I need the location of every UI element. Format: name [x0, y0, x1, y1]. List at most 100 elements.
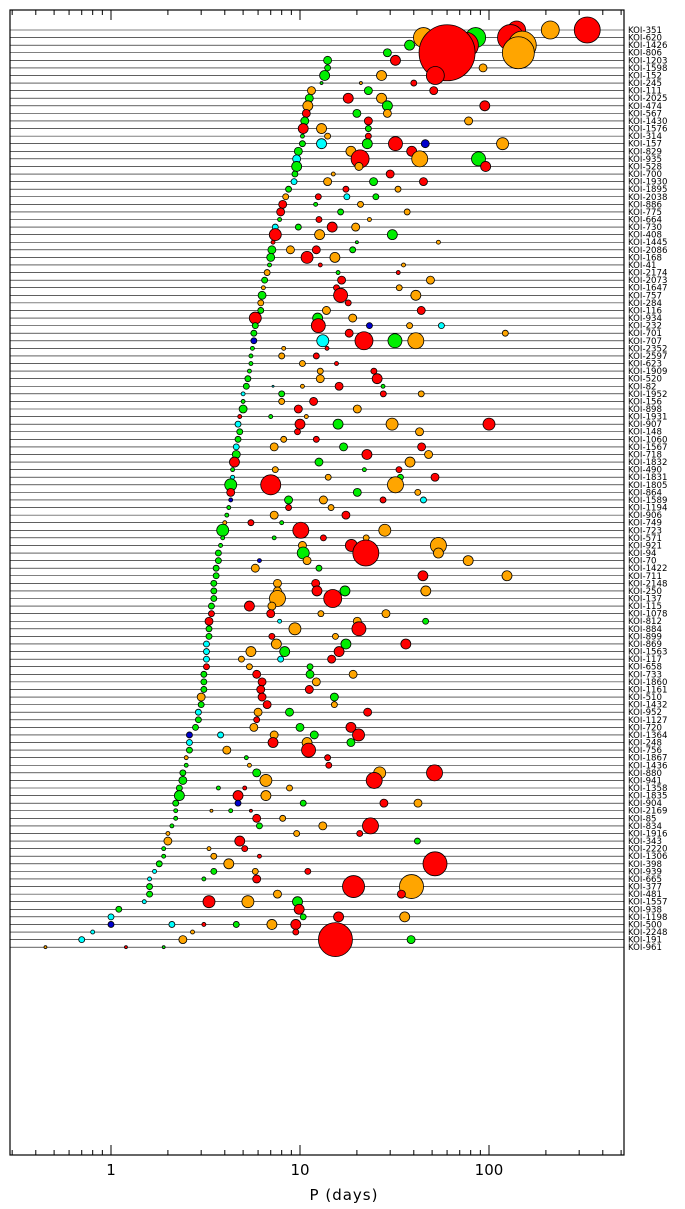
planet-point	[257, 692, 267, 702]
planet-point	[309, 730, 319, 740]
koi-label: KOI-1832	[628, 458, 667, 468]
planet-point	[379, 798, 389, 808]
koi-label: KOI-718	[628, 450, 662, 460]
planet-point	[293, 830, 301, 837]
planet-point	[197, 701, 205, 709]
koi-label: KOI-921	[628, 541, 662, 551]
planet-point	[417, 390, 425, 398]
planet-point	[395, 284, 403, 292]
planet-point	[496, 137, 509, 151]
koi-label: KOI-775	[628, 208, 662, 218]
planet-point	[268, 633, 276, 640]
koi-label: KOI-567	[628, 109, 662, 119]
planet-point	[216, 523, 230, 537]
planet-point	[248, 361, 254, 366]
planet-point	[212, 564, 220, 572]
planet-point	[323, 55, 333, 65]
planet-point	[318, 821, 328, 831]
planet-point	[378, 523, 392, 537]
planet-point	[293, 146, 303, 156]
planet-point	[314, 193, 322, 201]
planet-point	[414, 488, 422, 496]
planet-point	[420, 496, 427, 504]
koi-label: KOI-1557	[628, 898, 667, 908]
planet-point	[222, 745, 232, 755]
koi-label: KOI-1127	[628, 716, 667, 726]
planet-point	[236, 428, 244, 436]
koi-label: KOI-250	[628, 587, 662, 597]
planet-point	[241, 845, 249, 853]
planet-point	[234, 435, 242, 443]
planet-point	[404, 456, 416, 468]
planet-point	[285, 504, 292, 511]
planet-point	[294, 418, 306, 430]
koi-label: KOI-665	[628, 875, 662, 885]
planet-point	[226, 505, 232, 510]
planet-point	[285, 707, 294, 717]
planet-point	[382, 48, 392, 58]
planet-point	[246, 663, 253, 671]
x-tick-label: 10	[290, 1161, 309, 1179]
planet-point	[257, 677, 267, 687]
planet-point	[232, 443, 240, 451]
planet-point	[284, 495, 293, 505]
planet-point	[250, 329, 258, 337]
koi-label: KOI-934	[628, 314, 662, 324]
koi-label: KOI-961	[628, 943, 662, 953]
planet-point	[401, 262, 406, 268]
koi-label: KOI-117	[628, 655, 662, 665]
planet-point	[278, 199, 288, 209]
planet-point	[169, 823, 175, 829]
koi-label: KOI-1432	[628, 701, 667, 711]
planet-point	[410, 79, 418, 87]
planet-point	[252, 768, 262, 778]
planet-point	[354, 162, 364, 171]
koi-label: KOI-168	[628, 253, 662, 263]
koi-label: KOI-941	[628, 776, 662, 786]
planet-point	[249, 722, 259, 732]
planet-point	[214, 549, 222, 557]
planet-point	[217, 731, 224, 739]
koi-label: KOI-2025	[628, 94, 667, 104]
planet-point	[141, 899, 147, 905]
planet-point	[234, 799, 242, 807]
koi-label: KOI-82	[628, 382, 657, 392]
planet-point	[210, 867, 218, 875]
planet-point	[268, 228, 282, 242]
planet-point	[376, 70, 387, 81]
planet-point	[280, 435, 288, 443]
planet-point	[316, 123, 327, 134]
koi-label: KOI-500	[628, 920, 662, 930]
koi-label: KOI-314	[628, 132, 662, 142]
koi-label: KOI-1078	[628, 610, 667, 620]
planet-point	[344, 299, 352, 307]
koi-label: KOI-398	[628, 860, 662, 870]
koi-label: KOI-1598	[628, 64, 667, 74]
koi-label: KOI-2352	[628, 344, 667, 354]
planet-point	[315, 216, 323, 223]
planet-point	[290, 919, 302, 930]
planet-point	[311, 677, 321, 687]
planet-point	[399, 911, 411, 923]
planet-point	[425, 66, 445, 85]
koi-label: KOI-408	[628, 231, 662, 241]
planet-point	[107, 921, 115, 928]
koi-label: KOI-906	[628, 511, 662, 521]
planet-point	[268, 414, 274, 419]
koi-label: KOI-2148	[628, 579, 667, 589]
planet-point	[479, 100, 491, 112]
planet-point	[300, 133, 305, 139]
planet-point	[337, 208, 345, 216]
koi-label: KOI-510	[628, 693, 662, 703]
planet-point	[413, 798, 423, 808]
planet-point	[339, 442, 348, 452]
planet-point	[208, 602, 215, 610]
planet-point	[240, 399, 246, 404]
planet-point	[352, 487, 362, 497]
planet-point	[161, 945, 166, 950]
koi-label: KOI-1194	[628, 504, 667, 514]
planet-point	[263, 269, 271, 276]
planet-point	[277, 217, 283, 222]
planet-point	[540, 20, 560, 40]
koi-label: KOI-152	[628, 71, 662, 81]
